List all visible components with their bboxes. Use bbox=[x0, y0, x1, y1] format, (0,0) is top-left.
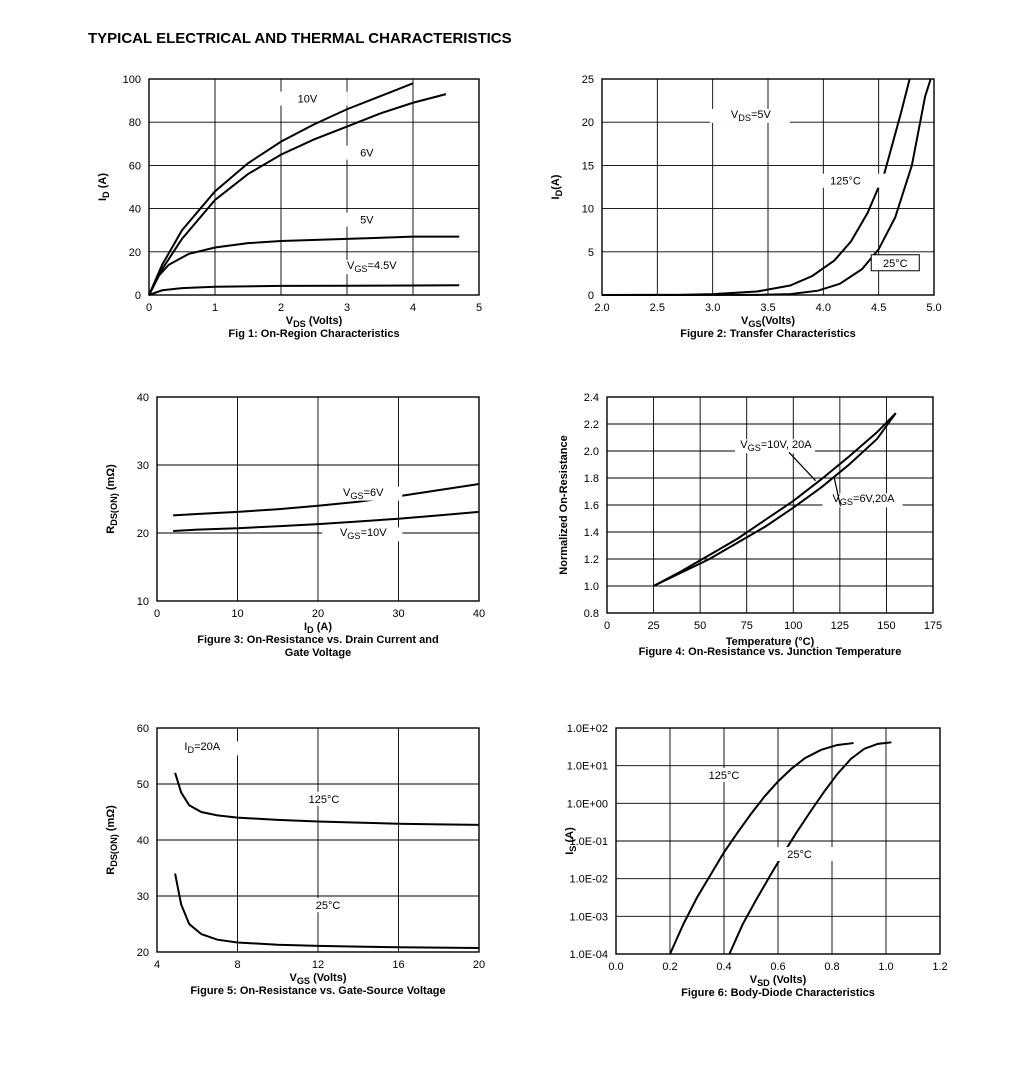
svg-text:0: 0 bbox=[153, 608, 159, 620]
svg-text:20: 20 bbox=[581, 117, 593, 129]
svg-text:2.0: 2.0 bbox=[594, 302, 609, 314]
chart-fig5: 481216202030405060ID=20A125°C25°CVGS (Vo… bbox=[80, 714, 505, 1014]
svg-text:15: 15 bbox=[581, 160, 593, 172]
svg-text:30: 30 bbox=[136, 891, 148, 903]
svg-text:0.8: 0.8 bbox=[824, 961, 839, 973]
svg-text:1.2: 1.2 bbox=[932, 961, 947, 973]
svg-text:125°C: 125°C bbox=[830, 176, 861, 188]
chart-fig6: 0.00.20.40.60.81.01.21.0E-041.0E-031.0E-… bbox=[535, 714, 960, 1014]
svg-text:25: 25 bbox=[581, 74, 593, 86]
chart-fig3: 01020304010203040VGS=6VVGS=10VID (A)RDS(… bbox=[80, 383, 505, 686]
svg-text:Figure 5: On-Resistance vs. Ga: Figure 5: On-Resistance vs. Gate-Source … bbox=[190, 985, 445, 997]
svg-text:20: 20 bbox=[311, 608, 323, 620]
svg-text:1.4: 1.4 bbox=[583, 527, 598, 539]
svg-text:4: 4 bbox=[409, 302, 415, 314]
svg-text:20: 20 bbox=[136, 947, 148, 959]
svg-text:20: 20 bbox=[128, 247, 140, 259]
svg-text:100: 100 bbox=[784, 620, 802, 632]
svg-text:10V: 10V bbox=[297, 94, 317, 106]
svg-text:150: 150 bbox=[877, 620, 895, 632]
svg-text:2: 2 bbox=[277, 302, 283, 314]
svg-text:5: 5 bbox=[475, 302, 481, 314]
svg-text:0: 0 bbox=[134, 290, 140, 302]
svg-text:5V: 5V bbox=[360, 215, 374, 227]
svg-text:10: 10 bbox=[231, 608, 243, 620]
svg-text:1.0E-03: 1.0E-03 bbox=[569, 911, 608, 923]
page-title: TYPICAL ELECTRICAL AND THERMAL CHARACTER… bbox=[88, 30, 960, 47]
svg-text:100: 100 bbox=[122, 74, 140, 86]
svg-text:125°C: 125°C bbox=[308, 794, 339, 806]
svg-text:16: 16 bbox=[392, 959, 404, 971]
svg-text:3: 3 bbox=[343, 302, 349, 314]
svg-text:Fig 1: On-Region Characteristi: Fig 1: On-Region Characteristics bbox=[228, 328, 399, 340]
svg-text:0.0: 0.0 bbox=[608, 961, 623, 973]
svg-text:0.6: 0.6 bbox=[770, 961, 785, 973]
svg-text:1.0: 1.0 bbox=[583, 581, 598, 593]
svg-text:20: 20 bbox=[472, 959, 484, 971]
svg-text:25°C: 25°C bbox=[315, 900, 340, 912]
svg-text:1.0E-04: 1.0E-04 bbox=[569, 949, 608, 961]
svg-text:25: 25 bbox=[647, 620, 659, 632]
svg-text:50: 50 bbox=[694, 620, 706, 632]
svg-text:40: 40 bbox=[136, 392, 148, 404]
svg-text:175: 175 bbox=[923, 620, 941, 632]
svg-text:Normalized On-Resistance: Normalized On-Resistance bbox=[558, 435, 570, 574]
svg-text:30: 30 bbox=[392, 608, 404, 620]
svg-text:1.0: 1.0 bbox=[878, 961, 893, 973]
svg-text:0.2: 0.2 bbox=[662, 961, 677, 973]
svg-text:0: 0 bbox=[603, 620, 609, 632]
svg-text:Gate Voltage: Gate Voltage bbox=[284, 647, 350, 659]
chart-fig4: 0 25 50 75 100 125 150 175 0.8 1.0 1.2 1.4 1.6 1.8 2.0… bbox=[535, 383, 960, 686]
svg-text:80: 80 bbox=[128, 117, 140, 129]
svg-text:2.2: 2.2 bbox=[583, 419, 598, 431]
svg-text:6V: 6V bbox=[360, 148, 374, 160]
svg-text:0: 0 bbox=[587, 290, 593, 302]
svg-text:40: 40 bbox=[472, 608, 484, 620]
svg-text:4: 4 bbox=[153, 959, 159, 971]
svg-text:1.8: 1.8 bbox=[583, 473, 598, 485]
svg-text:1.0E+01: 1.0E+01 bbox=[566, 761, 607, 773]
svg-text:12: 12 bbox=[311, 959, 323, 971]
svg-text:5: 5 bbox=[587, 247, 593, 259]
svg-text:125: 125 bbox=[830, 620, 848, 632]
svg-text:4.0: 4.0 bbox=[815, 302, 830, 314]
svg-text:40: 40 bbox=[128, 204, 140, 216]
svg-text:1: 1 bbox=[211, 302, 217, 314]
svg-text:75: 75 bbox=[740, 620, 752, 632]
svg-text:60: 60 bbox=[128, 160, 140, 172]
charts-grid: 01234502040608010010V6V5VVGS=4.5VVDS (Vo… bbox=[80, 65, 960, 1014]
svg-text:4.5: 4.5 bbox=[871, 302, 886, 314]
chart-fig1: 01234502040608010010V6V5VVGS=4.5VVDS (Vo… bbox=[80, 65, 505, 355]
svg-text:2.5: 2.5 bbox=[649, 302, 664, 314]
svg-text:Figure 2: Transfer Characteris: Figure 2: Transfer Characteristics bbox=[680, 328, 855, 340]
svg-text:Figure 3: On-Resistance vs. Dr: Figure 3: On-Resistance vs. Drain Curren… bbox=[197, 634, 438, 646]
svg-text:1.6: 1.6 bbox=[583, 500, 598, 512]
svg-text:1.0E+02: 1.0E+02 bbox=[566, 723, 607, 735]
svg-text:60: 60 bbox=[136, 723, 148, 735]
svg-text:30: 30 bbox=[136, 460, 148, 472]
svg-text:40: 40 bbox=[136, 835, 148, 847]
svg-text:0.4: 0.4 bbox=[716, 961, 731, 973]
svg-text:25°C: 25°C bbox=[787, 849, 812, 861]
svg-text:3.0: 3.0 bbox=[705, 302, 720, 314]
svg-text:2.4: 2.4 bbox=[583, 392, 598, 404]
svg-text:0: 0 bbox=[145, 302, 151, 314]
svg-text:8: 8 bbox=[234, 959, 240, 971]
svg-text:25°C: 25°C bbox=[882, 258, 907, 270]
chart-fig2: 2.02.53.03.54.04.55.00510152025VDS=5V125… bbox=[535, 65, 960, 355]
svg-text:10: 10 bbox=[581, 204, 593, 216]
svg-text:1.2: 1.2 bbox=[583, 554, 598, 566]
svg-text:Figure 4: On-Resistance vs. Ju: Figure 4: On-Resistance vs. Junction Tem… bbox=[638, 646, 901, 658]
svg-text:20: 20 bbox=[136, 528, 148, 540]
svg-text:Figure 6: Body-Diode Character: Figure 6: Body-Diode Characteristics bbox=[681, 987, 875, 999]
svg-text:3.5: 3.5 bbox=[760, 302, 775, 314]
svg-text:125°C: 125°C bbox=[708, 770, 739, 782]
svg-text:5.0: 5.0 bbox=[926, 302, 941, 314]
svg-text:10: 10 bbox=[136, 596, 148, 608]
svg-text:2.0: 2.0 bbox=[583, 446, 598, 458]
svg-text:0.8: 0.8 bbox=[583, 608, 598, 620]
svg-text:50: 50 bbox=[136, 779, 148, 791]
